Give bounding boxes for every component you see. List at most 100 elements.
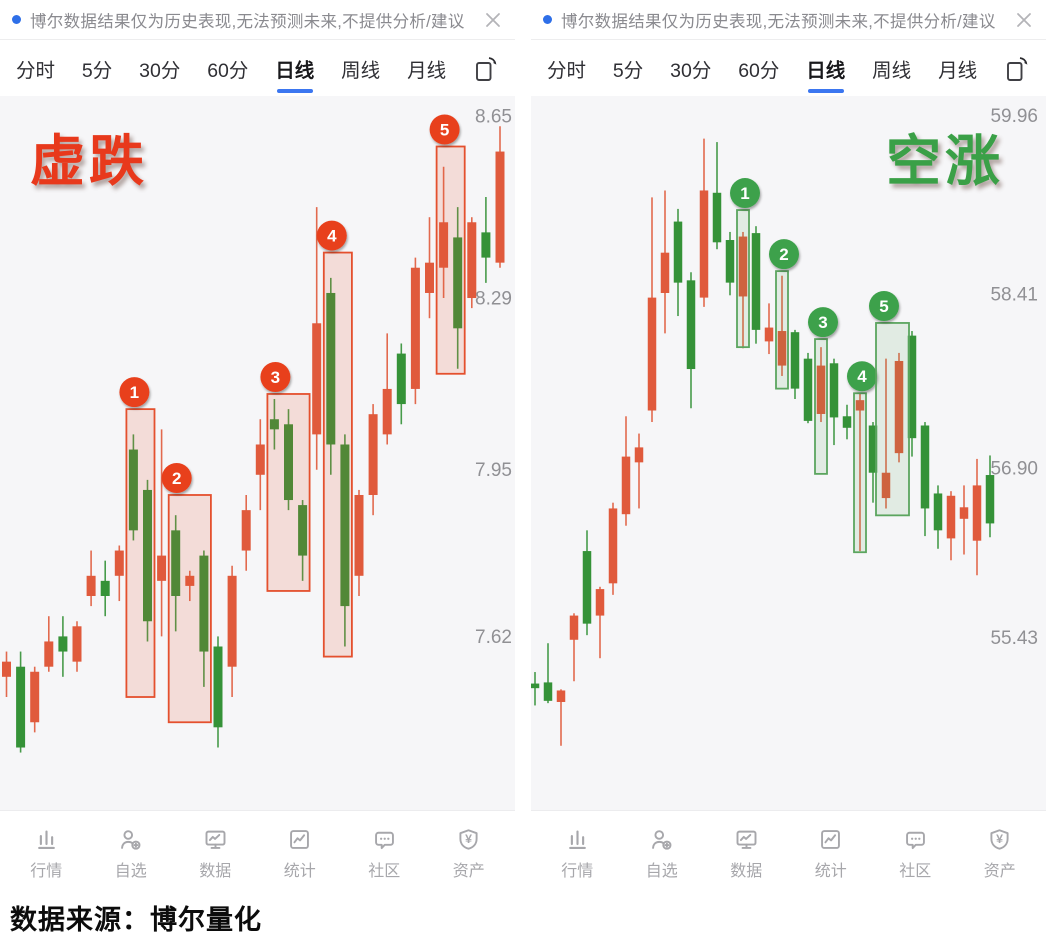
candle <box>699 190 709 298</box>
candle <box>185 575 195 586</box>
candle <box>608 508 618 584</box>
tab-daily[interactable]: 日线 <box>806 40 845 96</box>
axis-label: 8.29 <box>475 289 512 310</box>
highlight-box <box>853 392 867 554</box>
highlight-badge: 2 <box>161 462 192 493</box>
nav-item-stats[interactable]: 统计 <box>269 826 331 881</box>
tab-5min[interactable]: 5分 <box>81 59 113 82</box>
nav-item-data[interactable]: 数据 <box>715 826 777 881</box>
community-icon <box>374 831 394 850</box>
close-icon[interactable] <box>1014 10 1034 30</box>
bars-icon <box>568 830 586 850</box>
highlight-box <box>125 408 156 698</box>
candle <box>368 414 378 495</box>
bottom-nav-bar: 行情 自选 数据 统计 社区 资产 <box>531 810 1046 896</box>
highlight-box <box>875 322 910 517</box>
candlestick-chart-hollow-rise[interactable]: 1 2 3 4 5 59.96 58.41 56.90 55.43 空涨 <box>531 96 1046 810</box>
candles <box>2 126 505 753</box>
candle <box>946 495 956 539</box>
candle <box>686 280 696 370</box>
highlight-box <box>266 393 311 592</box>
candle <box>751 233 761 330</box>
highlight-box <box>167 494 212 724</box>
tab-weekly[interactable]: 周线 <box>872 59 912 82</box>
candle <box>481 232 491 258</box>
tab-30min[interactable]: 30分 <box>670 59 712 82</box>
candle <box>114 550 124 576</box>
candle <box>128 449 138 531</box>
rotate-screen-icon[interactable] <box>473 40 499 96</box>
nav-item-community[interactable]: 社区 <box>884 826 946 881</box>
highlight-badge: 5 <box>869 290 899 321</box>
axis-label: 8.65 <box>475 107 512 128</box>
axis-label: 55.43 <box>990 628 1038 649</box>
svg-text:4: 4 <box>857 367 867 386</box>
nav-item-stats[interactable]: 统计 <box>800 826 862 881</box>
monitor-chart-icon <box>205 830 226 849</box>
stat-chart-icon <box>821 830 841 849</box>
svg-text:1: 1 <box>740 184 749 203</box>
axis-label: 56.90 <box>990 459 1038 480</box>
candlestick-chart-false-drop[interactable]: 1 2 3 4 5 8.65 8.29 7.95 7.62 虚跌 <box>0 96 515 810</box>
axis-label: 7.62 <box>475 627 512 648</box>
candle <box>621 456 631 515</box>
tab-daily[interactable]: 日线 <box>275 40 314 96</box>
tab-monthly[interactable]: 月线 <box>407 59 447 82</box>
candle <box>143 489 152 622</box>
tab-minute[interactable]: 分时 <box>547 59 587 82</box>
candle <box>227 575 237 667</box>
tab-30min[interactable]: 30分 <box>139 59 181 82</box>
candle <box>100 580 110 596</box>
disclaimer-text: 博尔数据结果仅为历史表现,无法预测未来,不提供分析/建议 <box>30 12 465 31</box>
nav-item-data[interactable]: 数据 <box>184 826 246 881</box>
highlight-box <box>775 270 789 390</box>
candle <box>396 353 406 405</box>
candle <box>58 636 68 652</box>
candle <box>673 221 683 283</box>
nav-item-community[interactable]: 社区 <box>353 826 415 881</box>
highlight-box <box>814 338 828 475</box>
panel-hollow-rise: 博尔数据结果仅为历史表现,无法预测未来,不提供分析/建议 分时 5分 30分 6… <box>531 0 1046 896</box>
nav-item-watchlist[interactable]: 自选 <box>100 826 162 881</box>
period-tab-bar: 分时 5分 30分 60分 日线 周线 月线 <box>0 40 515 96</box>
status-dot-icon <box>543 15 552 24</box>
person-plus-icon <box>652 830 672 850</box>
candle <box>425 262 434 293</box>
highlight-box <box>322 251 353 658</box>
axis-label: 58.41 <box>990 285 1038 306</box>
highlight-box <box>435 145 466 375</box>
nav-item-assets[interactable]: 资产 <box>969 826 1031 881</box>
candle <box>157 555 167 581</box>
svg-text:4: 4 <box>327 227 337 246</box>
candle <box>972 485 982 541</box>
tab-60min[interactable]: 60分 <box>207 59 249 82</box>
close-icon[interactable] <box>483 10 503 30</box>
candle <box>284 424 293 501</box>
nav-item-assets[interactable]: 资产 <box>438 826 500 881</box>
candle <box>543 682 553 701</box>
nav-item-quotes[interactable]: 行情 <box>546 826 608 881</box>
disclaimer-banner: 博尔数据结果仅为历史表现,无法预测未来,不提供分析/建议 <box>531 0 1046 40</box>
candle <box>881 472 891 499</box>
candle <box>985 475 995 524</box>
candle <box>298 505 308 556</box>
highlight-badge: 3 <box>260 361 291 392</box>
tab-60min[interactable]: 60分 <box>738 59 780 82</box>
tab-monthly[interactable]: 月线 <box>938 59 978 82</box>
tab-weekly[interactable]: 周线 <box>341 59 381 82</box>
candle <box>634 447 644 463</box>
disclaimer-text: 博尔数据结果仅为历史表现,无法预测未来,不提供分析/建议 <box>561 12 996 31</box>
nav-item-watchlist[interactable]: 自选 <box>631 826 693 881</box>
tab-5min[interactable]: 5分 <box>612 59 644 82</box>
candles <box>531 138 995 746</box>
candle <box>660 252 670 294</box>
svg-text:1: 1 <box>130 383 139 402</box>
rotate-screen-icon[interactable] <box>1004 40 1030 96</box>
candle <box>213 646 223 728</box>
candle <box>199 555 209 652</box>
data-source-caption: 数据来源：博尔量化 <box>0 896 1046 939</box>
tab-minute[interactable]: 分时 <box>16 59 56 82</box>
community-icon <box>905 831 925 850</box>
nav-item-quotes[interactable]: 行情 <box>15 826 77 881</box>
candle <box>920 425 930 509</box>
